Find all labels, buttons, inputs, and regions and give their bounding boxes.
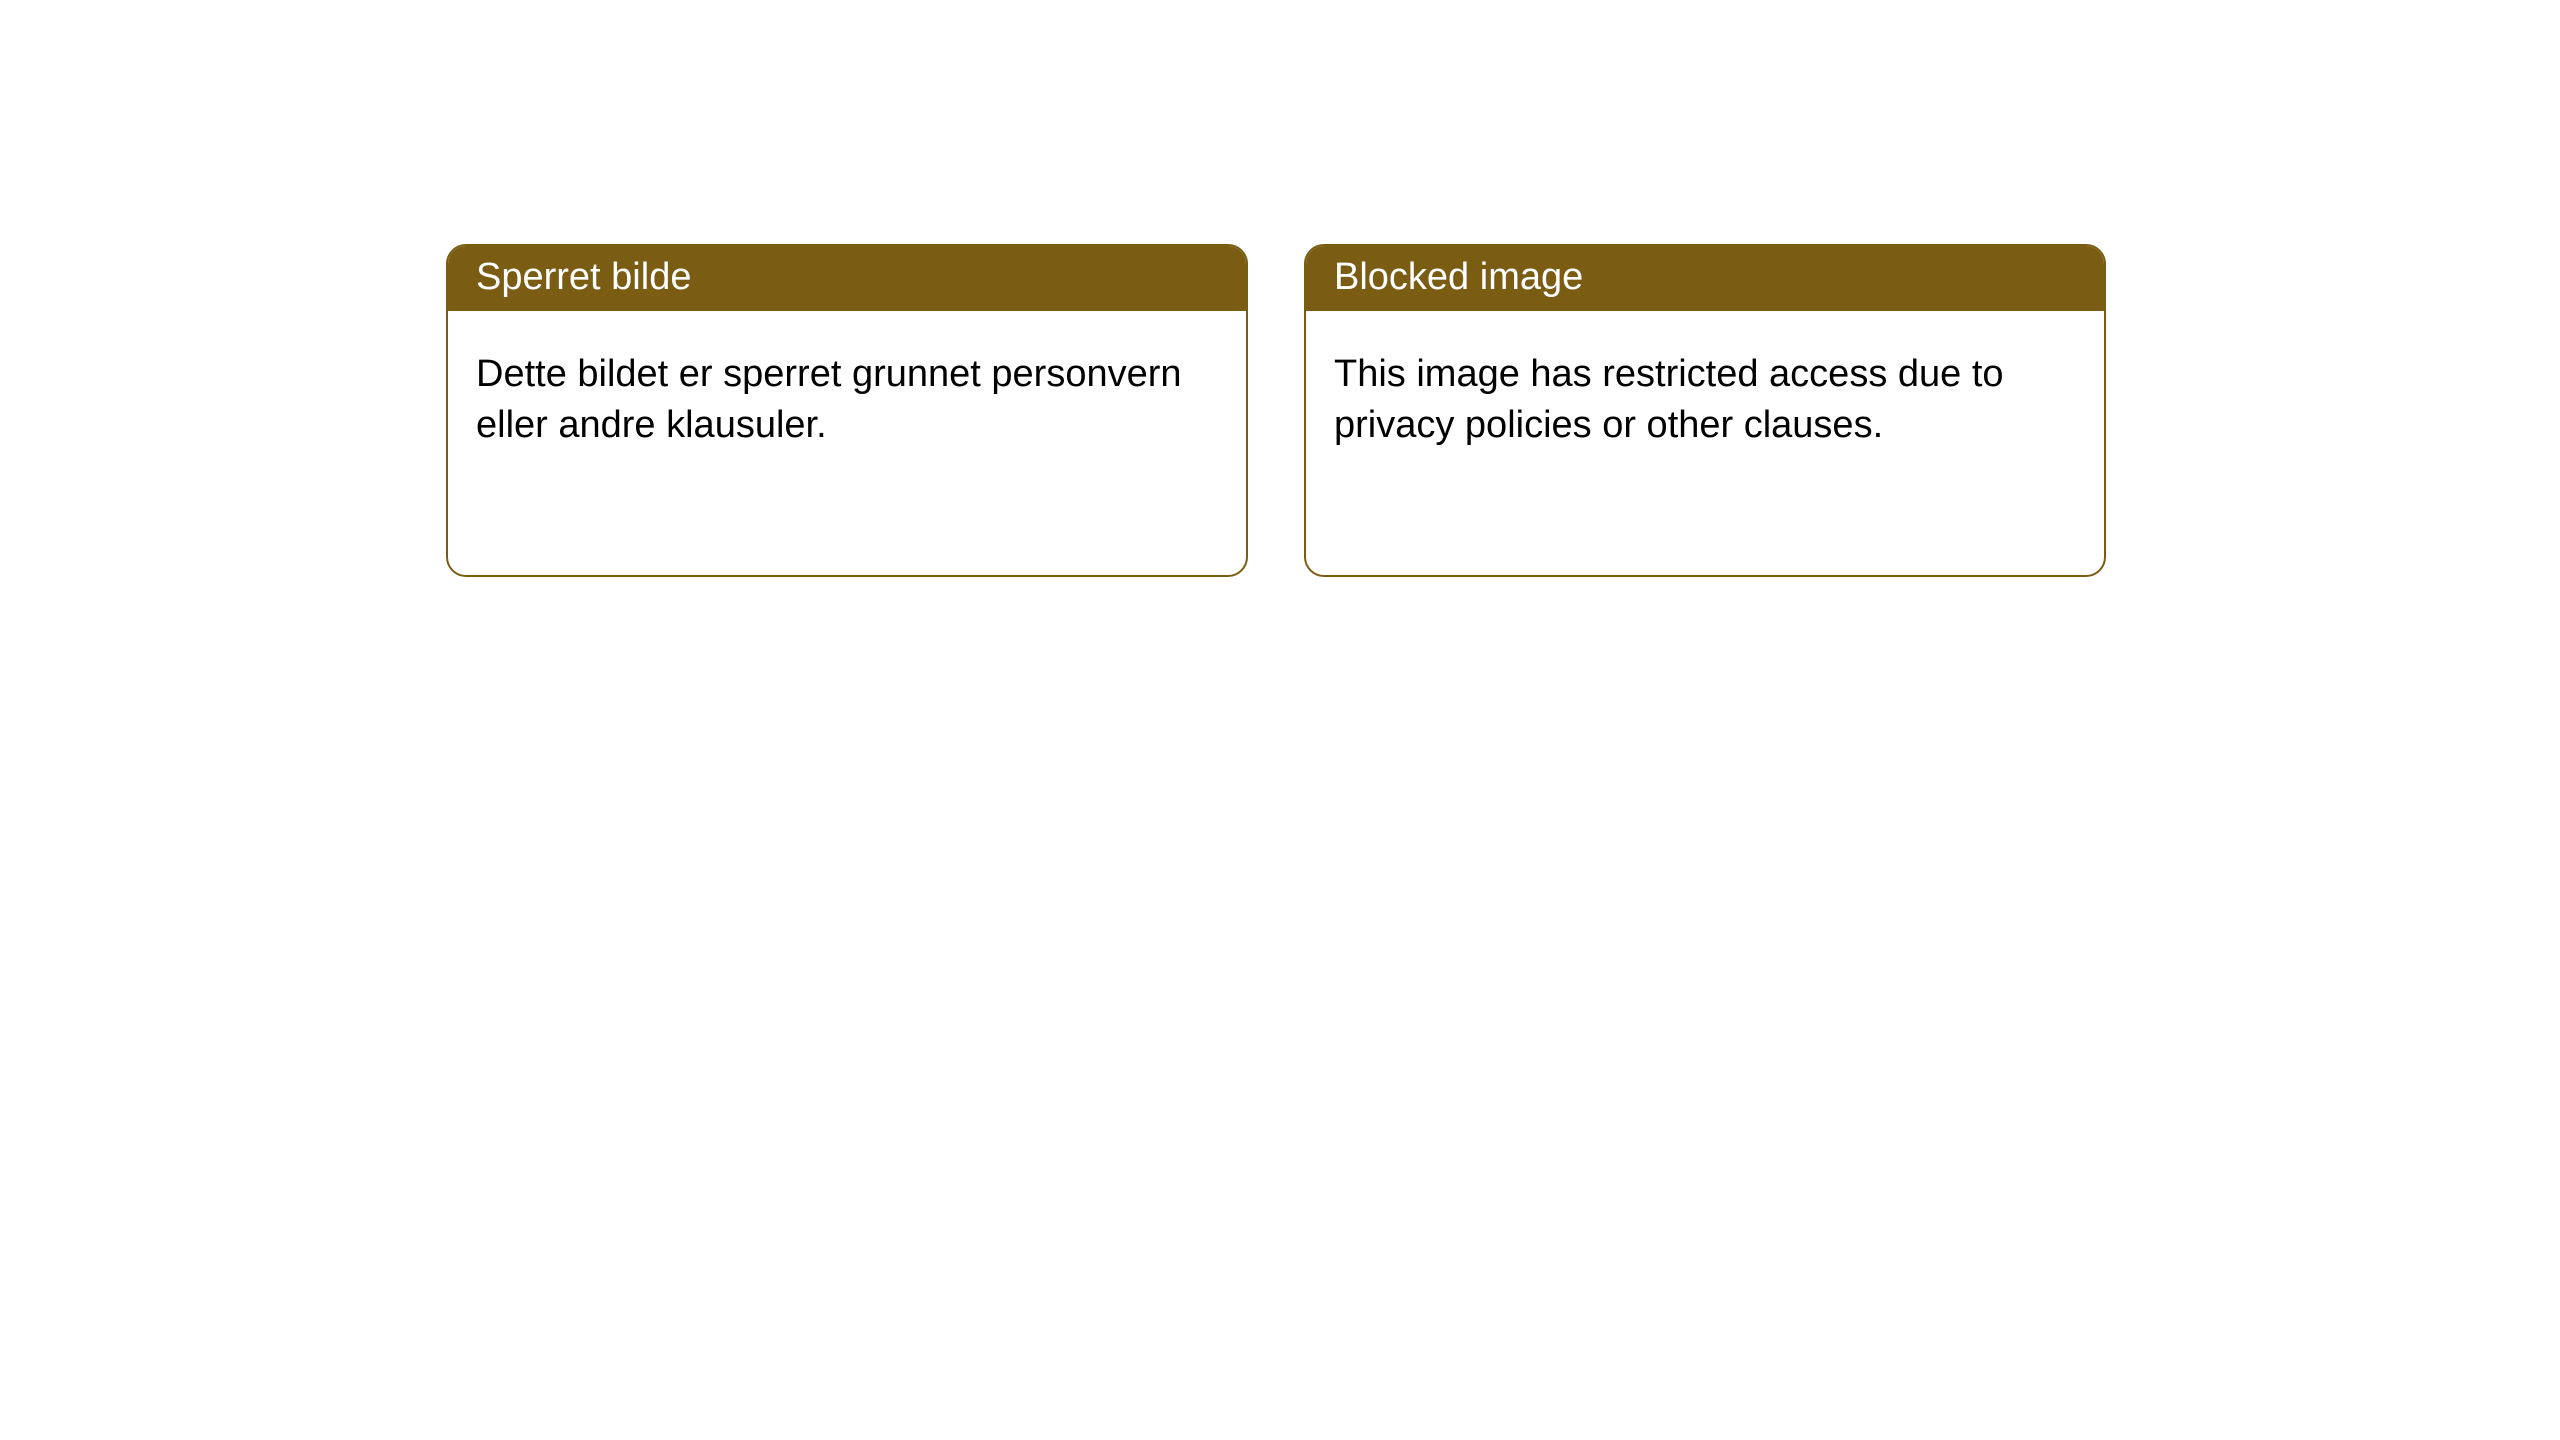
notice-container: Sperret bilde Dette bildet er sperret gr… [446, 244, 2106, 577]
card-message: This image has restricted access due to … [1334, 353, 2004, 446]
card-header-english: Blocked image [1306, 246, 2104, 311]
card-message: Dette bildet er sperret grunnet personve… [476, 353, 1182, 446]
notice-card-norwegian: Sperret bilde Dette bildet er sperret gr… [446, 244, 1248, 577]
card-body-norwegian: Dette bildet er sperret grunnet personve… [448, 311, 1246, 480]
card-header-norwegian: Sperret bilde [448, 246, 1246, 311]
notice-card-english: Blocked image This image has restricted … [1304, 244, 2106, 577]
card-title: Blocked image [1334, 256, 1583, 298]
card-title: Sperret bilde [476, 256, 691, 298]
card-body-english: This image has restricted access due to … [1306, 311, 2104, 480]
